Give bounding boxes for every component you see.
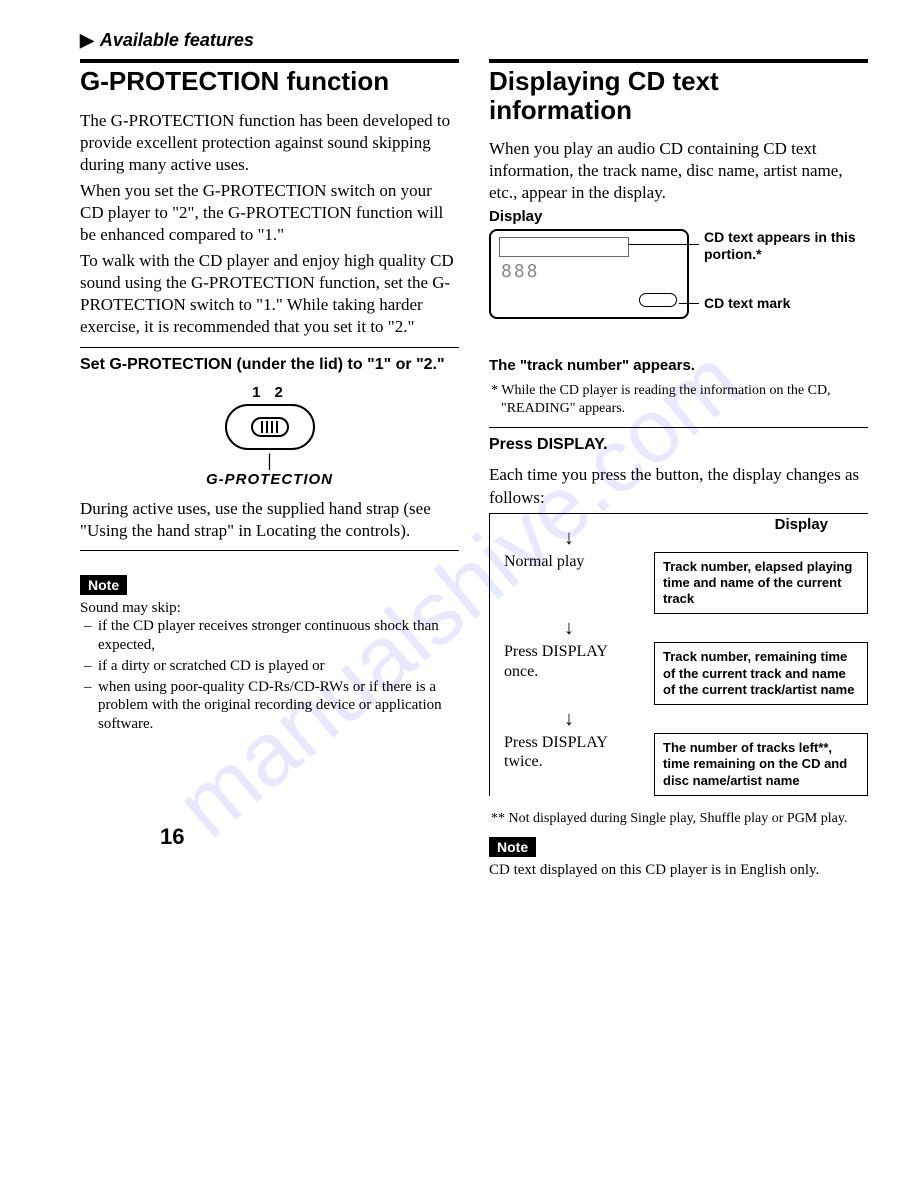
page-number: 16 <box>160 824 184 850</box>
switch-diagram: 12 | G-PROTECTION <box>80 384 459 488</box>
callout-line <box>629 244 699 245</box>
track-number-caption: The "track number" appears. <box>489 357 868 374</box>
flow-state: Press DISPLAY once. <box>504 642 644 680</box>
note-label: Note <box>489 837 536 857</box>
flow-display-desc: Track number, remaining time of the curr… <box>654 642 868 705</box>
list-item: when using poor-quality CD-Rs/CD-RWs or … <box>98 678 459 734</box>
flow-row: Normal play Track number, elapsed playin… <box>504 552 868 615</box>
flow-row: Press DISPLAY once. Track number, remain… <box>504 642 868 705</box>
lcd-text-portion <box>499 237 629 257</box>
display-diagram: 888 CD text appears in this portion.* CD… <box>489 229 868 349</box>
flow-display-desc: Track number, elapsed playing time and n… <box>654 552 868 615</box>
flow-diagram: Display ↓ Normal play Track number, elap… <box>489 513 868 796</box>
pointer-icon: | <box>80 450 459 471</box>
left-column: G-PROTECTION function The G-PROTECTION f… <box>80 59 459 880</box>
divider <box>489 59 868 63</box>
callout-line <box>679 303 699 304</box>
section-header: ▶ Available features <box>80 30 868 51</box>
note-intro: Sound may skip: <box>80 599 459 618</box>
paragraph: Each time you press the button, the disp… <box>489 464 868 508</box>
press-display-heading: Press DISPLAY. <box>489 436 868 454</box>
switch-oval-icon <box>225 404 315 450</box>
right-heading: Displaying CD text information <box>489 67 868 124</box>
divider <box>80 347 459 348</box>
arrow-down-icon: ↓ <box>504 709 868 729</box>
flow-state: Normal play <box>504 552 644 571</box>
flow-header: Display <box>775 516 828 533</box>
flow-state: Press DISPLAY twice. <box>504 733 644 771</box>
subheading: Set G-PROTECTION (under the lid) to "1" … <box>80 356 459 374</box>
switch-knob-icon <box>251 417 289 437</box>
switch-pos-2: 2 <box>275 384 297 401</box>
list-item: if a dirty or scratched CD is played or <box>98 657 459 676</box>
paragraph: During active uses, use the supplied han… <box>80 498 459 542</box>
g-protection-logo: G-PROTECTION <box>80 471 459 488</box>
paragraph: When you set the G-PROTECTION switch on … <box>80 180 459 246</box>
paragraph: The G-PROTECTION function has been devel… <box>80 110 459 176</box>
divider <box>80 59 459 63</box>
list-item: if the CD player receives stronger conti… <box>98 617 459 655</box>
footnote: * While the CD player is reading the inf… <box>489 382 868 417</box>
note-label: Note <box>80 575 127 595</box>
paragraph: When you play an audio CD containing CD … <box>489 138 868 204</box>
section-title: Available features <box>100 30 254 50</box>
footnote: ** Not displayed during Single play, Shu… <box>489 810 868 828</box>
arrow-down-icon: ↓ <box>504 618 868 638</box>
flow-row: Press DISPLAY twice. The number of track… <box>504 733 868 796</box>
note-list: if the CD player receives stronger conti… <box>80 617 459 734</box>
lcd-digits: 888 <box>501 261 540 282</box>
arrow-icon: ▶ <box>80 30 94 50</box>
paragraph: To walk with the CD player and enjoy hig… <box>80 250 459 338</box>
switch-pos-1: 1 <box>252 384 274 401</box>
cd-text-mark-icon <box>639 293 677 307</box>
callout-text: CD text appears in this portion.* <box>704 229 868 263</box>
left-heading: G-PROTECTION function <box>80 67 459 96</box>
divider <box>80 550 459 551</box>
divider <box>489 427 868 428</box>
lcd-box-icon: 888 <box>489 229 689 319</box>
right-column: Displaying CD text information When you … <box>489 59 868 880</box>
callout-text: CD text mark <box>704 295 790 311</box>
flow-display-desc: The number of tracks left**, time remain… <box>654 733 868 796</box>
note-text: CD text displayed on this CD player is i… <box>489 861 868 880</box>
page-content: ▶ Available features G-PROTECTION functio… <box>80 30 868 880</box>
display-label: Display <box>489 208 868 225</box>
